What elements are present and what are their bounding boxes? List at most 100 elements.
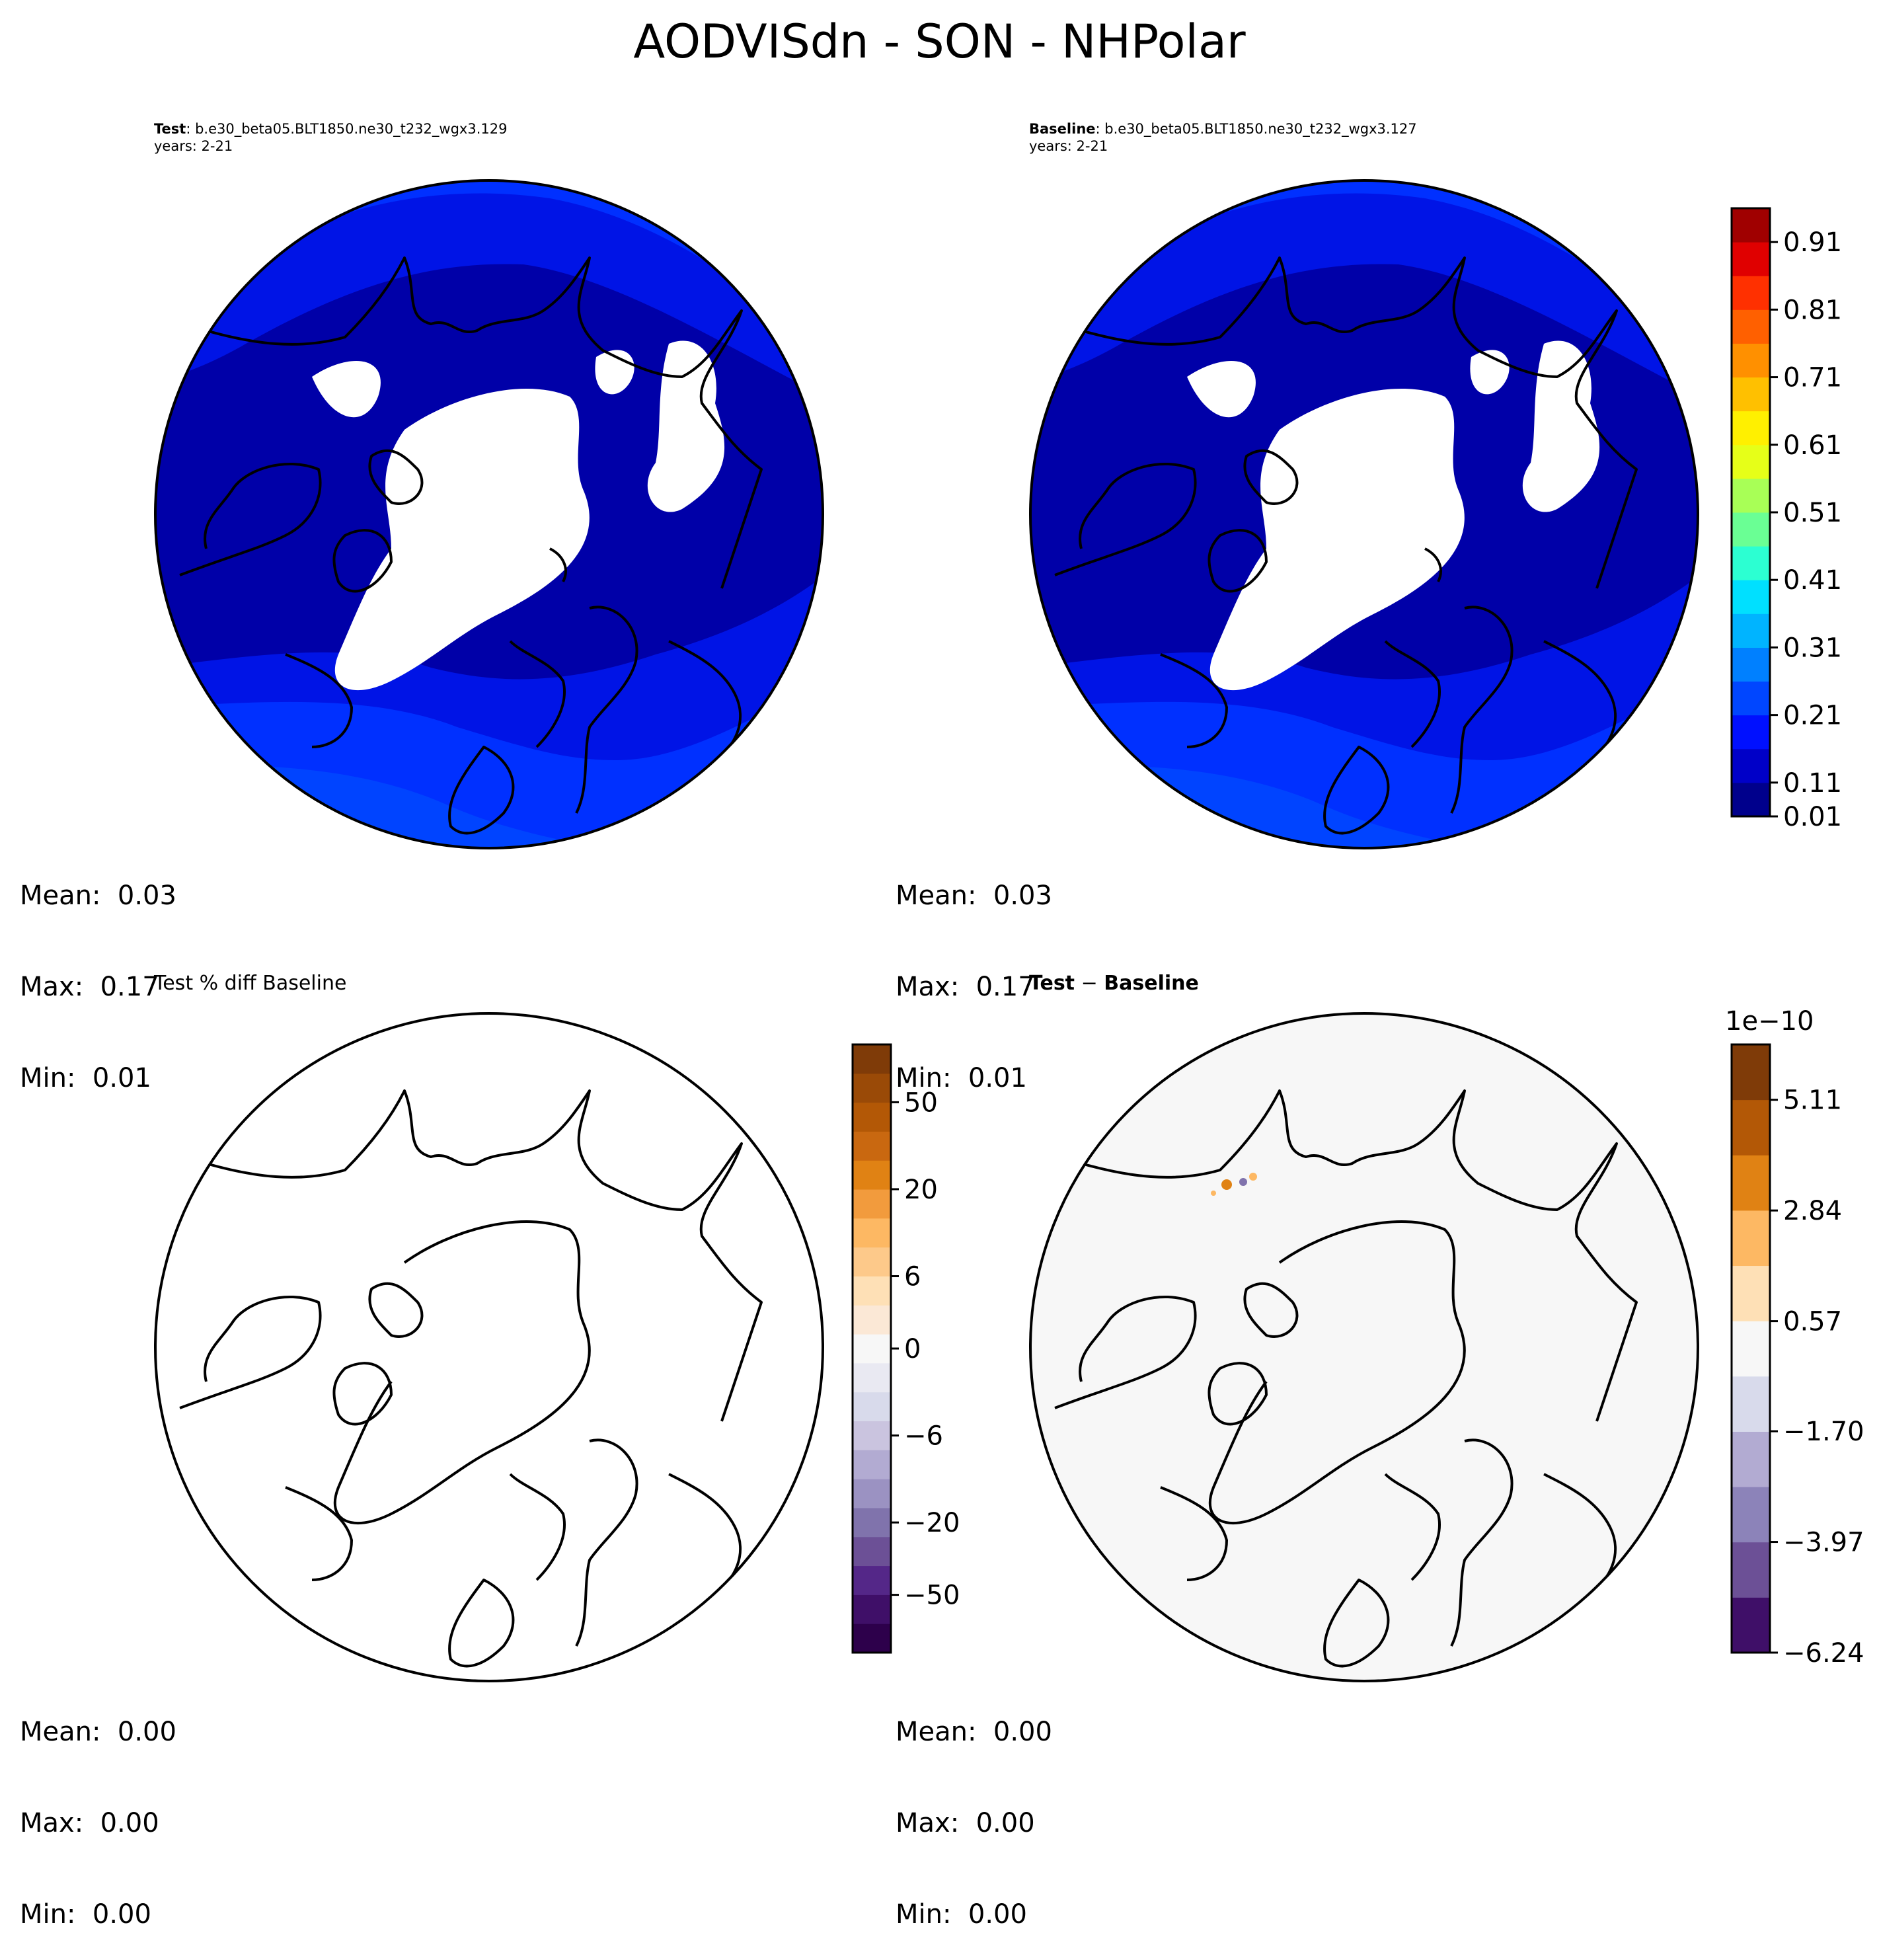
pct-diff-colorbar-color-segment (853, 1073, 891, 1103)
field-colorbar-color-segment (1732, 242, 1770, 276)
baseline-mean: Mean: 0.03 (896, 881, 1052, 911)
diff-min: Min: 0.00 (896, 1899, 1027, 1930)
field-colorbar-color-segment (1732, 343, 1770, 378)
diff-title-operator: − (1075, 972, 1104, 995)
baseline-min: Min: 0.01 (896, 1063, 1027, 1093)
field-colorbar-tick-label: 0.31 (1783, 633, 1842, 663)
pct-diff-colorbar-color-segment (853, 1189, 891, 1219)
field-colorbar-color-segment (1732, 613, 1770, 648)
baseline-max: Max: 0.17 (896, 972, 1035, 1002)
pct-diff-colorbar-color-segment (853, 1421, 891, 1450)
baseline-coastlines (1054, 256, 1638, 835)
diff-colorbar-tick-label: −3.97 (1783, 1528, 1864, 1558)
pct-diff-colorbar-color-segment (853, 1392, 891, 1422)
diff-colorbar-frame (1730, 1043, 1771, 1654)
field-colorbar-color-segment (1732, 580, 1770, 614)
diff-anomaly-spot (1239, 1178, 1247, 1186)
baseline-label: Baseline (1029, 121, 1096, 137)
diff-map-boundary (1029, 1012, 1699, 1682)
pct-diff-colorbar-color-segment (853, 1479, 891, 1509)
pct-diff-colorbar-color-segment (853, 1362, 891, 1393)
pct-diff-colorbar-tick-label: −50 (904, 1581, 960, 1611)
diff-colorbar-color-segment (1732, 1044, 1770, 1101)
field-colorbar-tick-label: 0.01 (1783, 802, 1842, 832)
figure-title: AODVISdn - SON - NHPolar (633, 15, 1246, 69)
baseline-panel-title: Baseline: b.e30_beta05.BLT1850.ne30_t232… (1029, 120, 1417, 137)
test-case-name: : b.e30_beta05.BLT1850.ne30_t232_wgx3.12… (186, 121, 508, 137)
baseline-stats: Mean: 0.03 Max: 0.17 Min: 0.01 (896, 820, 1052, 1124)
test-max: Max: 0.17 (20, 972, 159, 1002)
diff-colorbar-tick-label: 5.11 (1783, 1085, 1842, 1116)
diff-anomaly-spot (1221, 1179, 1232, 1190)
field-colorbar-color-segment (1732, 208, 1770, 243)
diff-polar-map (1029, 1012, 1699, 1682)
pct-diff-colorbar-color-segment (853, 1102, 891, 1132)
field-colorbar-color-segment (1732, 681, 1770, 716)
diff-background (1030, 1013, 1698, 1681)
field-colorbar-color-segment (1732, 715, 1770, 750)
diff-mean: Mean: 0.00 (896, 1717, 1052, 1747)
diff-anomaly-spot (1249, 1173, 1257, 1181)
pct-diff-colorbar-color-segment (853, 1594, 891, 1624)
test-mean: Mean: 0.03 (20, 881, 176, 911)
diff-title-baseline: Baseline (1104, 972, 1199, 995)
pct-diff-colorbar-color-segment (853, 1507, 891, 1538)
pct-diff-colorbar-tick-label: 6 (904, 1262, 921, 1292)
baseline-missing-greenland-region (1209, 389, 1465, 691)
baseline-case-name: : b.e30_beta05.BLT1850.ne30_t232_wgx3.12… (1095, 121, 1417, 137)
diff-panel-title: Test − Baseline (1029, 972, 1199, 995)
field-colorbar-color-segment (1732, 276, 1770, 310)
field-colorbar-tick-label: 0.51 (1783, 498, 1842, 528)
pct-diff-colorbar-color-segment (853, 1247, 891, 1276)
field-colorbar-color-segment (1732, 478, 1770, 513)
field-colorbar-color-segment (1732, 444, 1770, 479)
diff-colorbar-color-segment (1732, 1487, 1770, 1543)
pct-diff-colorbar-tick-label: 50 (904, 1087, 938, 1118)
pct-diff-colorbar-color-segment (853, 1218, 891, 1248)
field-colorbar-color-segment (1732, 512, 1770, 547)
pct-diff-colorbar-tick-label: −6 (904, 1421, 943, 1452)
field-colorbar-tick-label: 0.41 (1783, 565, 1842, 596)
pct-diff-coastlines (179, 1089, 763, 1668)
test-stats: Mean: 0.03 Max: 0.17 Min: 0.01 (20, 820, 176, 1124)
field-colorbar-color-segment (1732, 309, 1770, 344)
field-colorbar-color-segment (1732, 782, 1770, 817)
pct-diff-colorbar-color-segment (853, 1565, 891, 1595)
baseline-years: years: 2-21 (1029, 138, 1108, 154)
pct-diff-colorbar-tick-label: 0 (904, 1334, 921, 1364)
diff-colorbar-color-segment (1732, 1431, 1770, 1487)
diff-colorbar-color-segment (1732, 1265, 1770, 1321)
pct-diff-colorbar-color-segment (853, 1450, 891, 1479)
diff-colorbar-color-segment (1732, 1155, 1770, 1211)
test-map-boundary (154, 179, 824, 849)
pct-diff-colorbar-tick-label: −20 (904, 1508, 960, 1538)
pct-diff-colorbar: 50 20 6 0 −6 −20 −50 (851, 1043, 960, 1654)
test-missing-canada-patch (312, 361, 381, 418)
field-colorbar-tick-label: 0.21 (1783, 701, 1842, 731)
diff-colorbar-color-segment (1732, 1376, 1770, 1432)
diff-colorbar-color-segment (1732, 1099, 1770, 1156)
field-colorbar-color-segment (1732, 647, 1770, 682)
pct-diff-max: Max: 0.00 (20, 1808, 159, 1838)
test-missing-siberia-patch (647, 340, 725, 512)
diff-colorbar-tick-label: −1.70 (1783, 1417, 1864, 1447)
field-colorbar: 0.91 0.81 0.71 0.61 0.51 0.41 0.31 0.21 0.110.01 (1730, 207, 1842, 832)
pct-diff-colorbar-color-segment (853, 1276, 891, 1306)
baseline-missing-canada-patch (1187, 361, 1256, 418)
diff-colorbar-color-segment (1732, 1597, 1770, 1653)
test-missing-greenland-region (334, 389, 590, 691)
test-polar-map (154, 179, 824, 849)
field-colorbar-tick-label: 0.11 (1783, 768, 1842, 799)
pct-diff-stats: Mean: 0.00 Max: 0.00 Min: 0.00 (20, 1656, 176, 1960)
diff-colorbar-tick-label: 0.57 (1783, 1307, 1842, 1337)
baseline-polar-map (1029, 179, 1699, 849)
diff-colorbar-exponent: 1e−10 (1725, 1006, 1814, 1037)
pct-diff-background (155, 1013, 823, 1681)
diff-coastlines (1054, 1089, 1638, 1668)
diff-max: Max: 0.00 (896, 1808, 1035, 1838)
diff-colorbar-color-segment (1732, 1542, 1770, 1598)
field-colorbar-color-segment (1732, 546, 1770, 580)
diff-colorbar-color-segment (1732, 1321, 1770, 1377)
field-colorbar-tick-label: 0.91 (1783, 227, 1842, 258)
pct-diff-colorbar-color-segment (853, 1044, 891, 1074)
